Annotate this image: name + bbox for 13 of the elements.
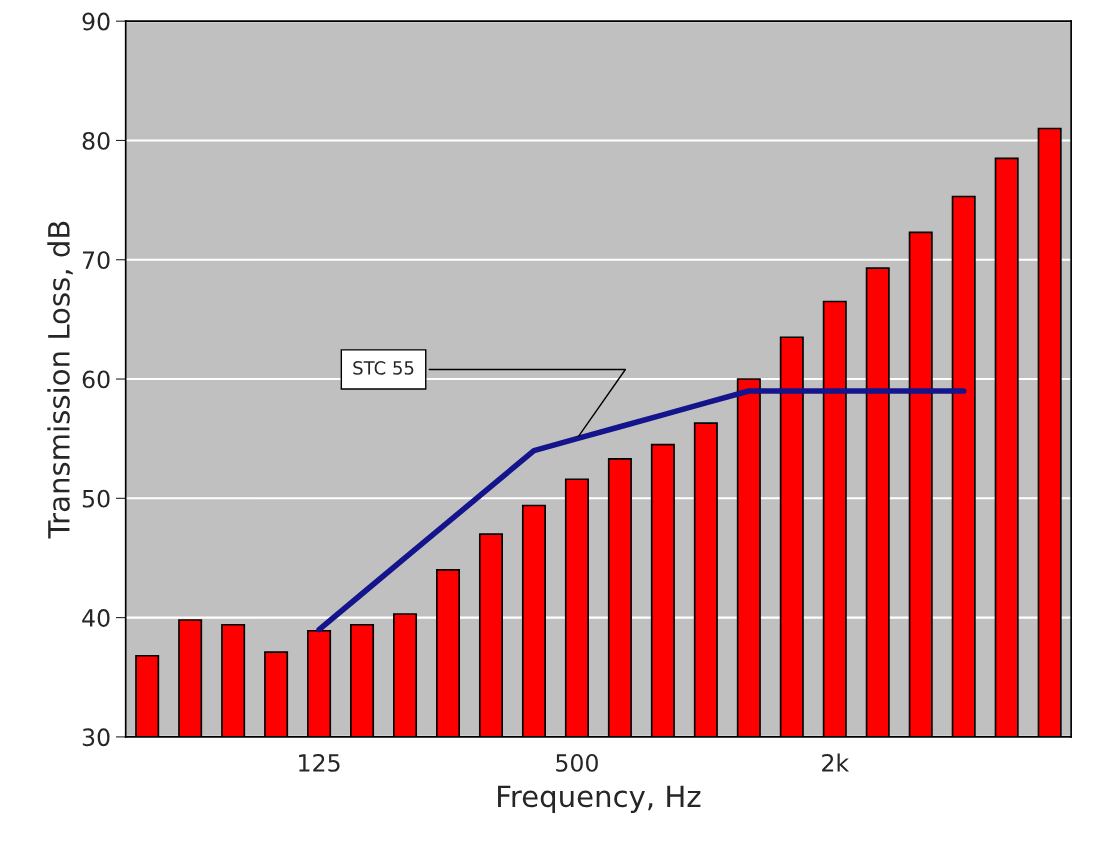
x-axis-title: Frequency, Hz	[498, 785, 701, 813]
y-tick-label: 70	[83, 251, 110, 270]
y-tick-label: 40	[82, 609, 110, 627]
annotation: STC 55	[353, 361, 414, 375]
x-tick-label: 2k	[822, 753, 850, 772]
y-tick-label: 90	[82, 12, 110, 31]
y-tick-label: 80	[82, 131, 110, 150]
x-tick-label: 500	[556, 753, 598, 772]
y-tick-label: 60	[82, 370, 110, 389]
x-tick-label: 125	[299, 753, 340, 772]
y-tick-label: 50	[82, 489, 110, 508]
y-axis-title: Transmission Loss, dB	[47, 221, 73, 539]
y-tick-label: 30	[82, 728, 110, 747]
